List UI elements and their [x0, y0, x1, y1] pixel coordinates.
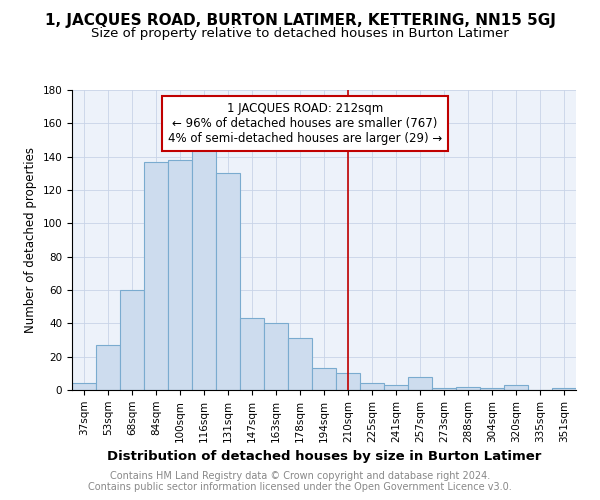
Bar — [552, 388, 576, 390]
Bar — [360, 384, 384, 390]
Bar — [192, 148, 216, 390]
Text: Size of property relative to detached houses in Burton Latimer: Size of property relative to detached ho… — [91, 28, 509, 40]
X-axis label: Distribution of detached houses by size in Burton Latimer: Distribution of detached houses by size … — [107, 450, 541, 463]
Bar — [432, 388, 456, 390]
Text: 1, JACQUES ROAD, BURTON LATIMER, KETTERING, NN15 5GJ: 1, JACQUES ROAD, BURTON LATIMER, KETTERI… — [44, 12, 556, 28]
Bar — [144, 162, 168, 390]
Bar — [96, 345, 120, 390]
Text: Contains HM Land Registry data © Crown copyright and database right 2024.
Contai: Contains HM Land Registry data © Crown c… — [88, 471, 512, 492]
Bar — [480, 388, 504, 390]
Bar — [288, 338, 312, 390]
Y-axis label: Number of detached properties: Number of detached properties — [24, 147, 37, 333]
Bar — [240, 318, 264, 390]
Bar — [120, 290, 144, 390]
Bar — [264, 324, 288, 390]
Text: 1 JACQUES ROAD: 212sqm
← 96% of detached houses are smaller (767)
4% of semi-det: 1 JACQUES ROAD: 212sqm ← 96% of detached… — [167, 102, 442, 144]
Bar — [408, 376, 432, 390]
Bar — [216, 174, 240, 390]
Bar — [72, 384, 96, 390]
Bar — [312, 368, 336, 390]
Bar — [336, 374, 360, 390]
Bar — [168, 160, 192, 390]
Bar — [456, 386, 480, 390]
Bar — [504, 385, 528, 390]
Bar — [384, 385, 408, 390]
